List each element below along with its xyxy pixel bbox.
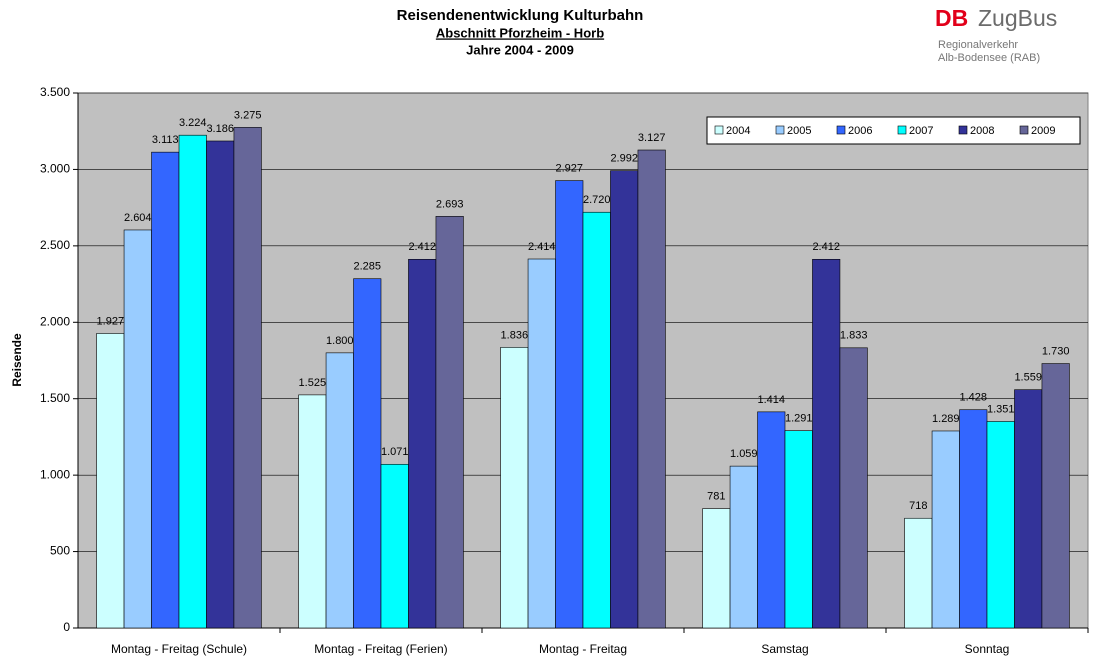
legend-swatch <box>775 125 785 135</box>
logo-name: ZugBus <box>978 5 1057 31</box>
y-axis-label: Reisende <box>10 333 24 387</box>
legend-label: 2009 <box>1031 125 1055 137</box>
value-label: 1.730 <box>1042 345 1070 357</box>
value-label: 3.186 <box>206 123 234 135</box>
bar <box>527 258 556 629</box>
bar <box>904 517 933 629</box>
bar <box>729 465 758 629</box>
legend-swatch <box>714 125 724 135</box>
logo-line: Regionalverkehr <box>938 39 1018 51</box>
value-label: 3.113 <box>152 134 179 146</box>
bar <box>96 333 125 629</box>
y-tick-label: 1.500 <box>40 391 70 405</box>
value-label: 1.525 <box>299 377 327 389</box>
chart-title: Reisendenentwicklung Kulturbahn <box>397 7 644 24</box>
bar <box>435 216 464 629</box>
value-label: 2.285 <box>353 261 381 273</box>
bar <box>839 347 868 629</box>
x-tick-label: Montag - Freitag (Schule) <box>111 642 247 656</box>
bar <box>178 134 207 629</box>
x-tick-label: Montag - Freitag (Ferien) <box>314 642 447 656</box>
bar <box>151 151 180 629</box>
bar <box>408 259 437 629</box>
bar <box>812 259 841 629</box>
bar <box>325 352 354 629</box>
y-tick-label: 0 <box>63 620 70 634</box>
value-label: 1.071 <box>381 446 409 458</box>
bar <box>1041 363 1070 629</box>
bar <box>206 140 235 629</box>
value-label: 2.927 <box>555 162 583 174</box>
value-label: 781 <box>707 491 725 503</box>
value-label: 1.800 <box>326 335 354 347</box>
logo-line: Alb-Bodensee (RAB) <box>938 52 1040 64</box>
value-label: 2.412 <box>408 241 436 253</box>
value-label: 1.836 <box>501 329 529 341</box>
legend-swatch <box>958 125 968 135</box>
bar <box>931 430 960 629</box>
value-label: 2.412 <box>812 241 840 253</box>
y-tick-label: 2.500 <box>40 238 70 252</box>
bar <box>757 411 786 629</box>
y-tick-label: 3.500 <box>40 85 70 99</box>
bar <box>123 229 152 629</box>
value-label: 3.127 <box>638 132 666 144</box>
logo-brand: DB <box>935 5 968 31</box>
y-tick-label: 3.000 <box>40 162 70 176</box>
legend-label: 2007 <box>909 125 933 137</box>
bar <box>582 211 611 629</box>
legend-label: 2005 <box>787 125 811 137</box>
value-label: 1.927 <box>97 315 125 327</box>
legend-label: 2004 <box>726 125 750 137</box>
y-tick-label: 1.000 <box>40 467 70 481</box>
legend-swatch <box>897 125 907 135</box>
value-label: 1.059 <box>730 448 758 460</box>
value-label: 2.604 <box>124 212 152 224</box>
bar <box>298 394 327 629</box>
bar <box>959 409 988 629</box>
bar <box>380 463 409 629</box>
bar <box>702 508 731 629</box>
value-label: 2.992 <box>610 153 638 165</box>
legend-label: 2008 <box>970 125 994 137</box>
value-label: 1.414 <box>757 394 785 406</box>
value-label: 718 <box>909 500 927 512</box>
bar <box>986 421 1015 629</box>
value-label: 1.428 <box>959 392 987 404</box>
bar <box>610 170 639 629</box>
y-tick-label: 2.000 <box>40 314 70 328</box>
bar <box>784 430 813 629</box>
legend-swatch <box>836 125 846 135</box>
value-label: 1.351 <box>987 403 1015 415</box>
value-label: 1.289 <box>932 413 960 425</box>
y-tick-label: 500 <box>50 544 70 558</box>
chart-subtitle: Abschnitt Pforzheim - Horb <box>436 25 604 40</box>
bar <box>500 347 529 629</box>
value-label: 1.559 <box>1014 372 1042 384</box>
x-tick-label: Montag - Freitag <box>539 642 627 656</box>
value-label: 2.414 <box>528 241 556 253</box>
chart-period: Jahre 2004 - 2009 <box>466 42 574 57</box>
legend-label: 2006 <box>848 125 872 137</box>
value-label: 1.833 <box>840 330 868 342</box>
bar <box>1014 389 1043 629</box>
value-label: 2.720 <box>583 194 611 206</box>
value-label: 3.224 <box>179 117 207 129</box>
legend-box <box>706 116 1081 145</box>
value-label: 2.693 <box>436 198 464 210</box>
x-tick-label: Sonntag <box>965 642 1010 656</box>
value-label: 3.275 <box>234 109 262 121</box>
bar <box>233 127 262 629</box>
x-tick-label: Samstag <box>761 642 808 656</box>
bar <box>555 180 584 629</box>
legend-swatch <box>1019 125 1029 135</box>
bar <box>637 149 666 629</box>
bar <box>353 278 382 629</box>
value-label: 1.291 <box>785 413 813 425</box>
